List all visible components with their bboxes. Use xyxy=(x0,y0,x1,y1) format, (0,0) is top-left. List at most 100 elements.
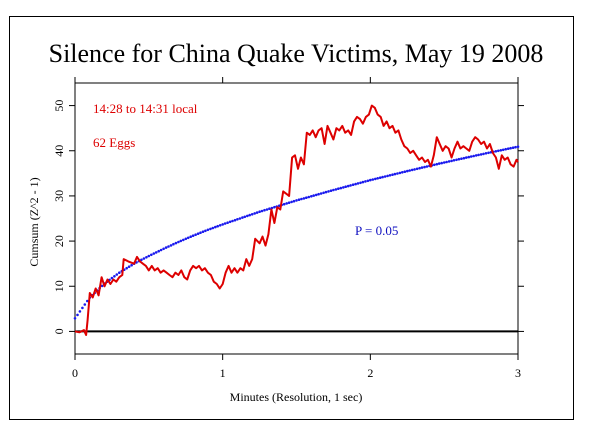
envelope-point xyxy=(241,216,244,219)
envelope-point xyxy=(447,160,451,163)
envelope-point xyxy=(78,310,82,313)
envelope-point xyxy=(509,146,512,150)
envelope-point xyxy=(228,220,232,224)
envelope-point xyxy=(273,205,276,209)
envelope-point xyxy=(150,253,153,257)
envelope-point xyxy=(147,254,151,258)
envelope-point xyxy=(83,303,87,306)
envelope-point xyxy=(223,222,227,225)
envelope-point xyxy=(218,224,222,227)
envelope-point xyxy=(477,153,480,157)
envelope-point xyxy=(130,263,133,267)
envelope-point xyxy=(167,245,170,248)
envelope-point xyxy=(243,215,247,219)
envelope-point xyxy=(442,161,446,164)
envelope-point xyxy=(287,201,291,204)
envelope-point xyxy=(499,149,503,152)
envelope-point xyxy=(209,227,212,231)
envelope-point xyxy=(401,171,404,174)
envelope-point xyxy=(386,174,389,178)
envelope-point xyxy=(199,231,202,234)
envelope-point xyxy=(172,242,175,246)
envelope-point xyxy=(425,165,429,168)
y-tick-label: 0 xyxy=(52,328,66,334)
envelope-point xyxy=(204,229,207,233)
envelope-point xyxy=(184,237,188,241)
envelope-point xyxy=(81,306,84,310)
chart-title: Silence for China Quake Victims, May 19 … xyxy=(49,39,544,68)
y-tick-label: 20 xyxy=(52,235,66,247)
envelope-point xyxy=(391,173,394,176)
envelope-point xyxy=(255,211,259,214)
envelope-point xyxy=(452,159,456,162)
y-tick-label: 10 xyxy=(52,280,66,292)
probability-envelope xyxy=(73,145,520,320)
envelope-point xyxy=(211,226,215,230)
envelope-point xyxy=(501,148,505,152)
envelope-point xyxy=(324,190,328,194)
envelope-point xyxy=(378,176,382,179)
envelope-point xyxy=(159,248,163,252)
envelope-point xyxy=(115,273,119,276)
envelope-point xyxy=(376,177,380,180)
envelope-point xyxy=(118,271,121,275)
x-tick-label: 0 xyxy=(72,366,78,380)
time-window-annotation: 14:28 to 14:31 local xyxy=(93,101,198,116)
envelope-point xyxy=(125,266,128,270)
envelope-point xyxy=(182,238,185,242)
envelope-point xyxy=(396,172,399,175)
envelope-point xyxy=(467,155,471,159)
envelope-point xyxy=(514,145,517,149)
envelope-point xyxy=(406,169,409,173)
envelope-point xyxy=(142,257,146,260)
envelope-point xyxy=(162,247,165,251)
envelope-point xyxy=(479,153,483,156)
envelope-point xyxy=(497,149,500,153)
envelope-point xyxy=(140,258,143,262)
envelope-point xyxy=(86,299,89,303)
envelope-point xyxy=(494,150,498,153)
envelope-point xyxy=(374,177,377,181)
envelope-point xyxy=(359,181,362,185)
envelope-point xyxy=(410,168,414,172)
envelope-point xyxy=(462,156,466,160)
y-tick-label: 30 xyxy=(52,190,66,202)
envelope-point xyxy=(295,199,298,202)
envelope-point xyxy=(506,147,510,150)
envelope-point xyxy=(433,163,436,167)
envelope-point xyxy=(487,151,490,155)
envelope-point xyxy=(157,249,160,253)
envelope-point xyxy=(455,158,458,162)
envelope-point xyxy=(450,159,453,163)
envelope-point xyxy=(152,252,156,255)
x-axis-label: Minutes (Resolution, 1 sec) xyxy=(230,390,363,404)
envelope-point xyxy=(238,217,242,220)
envelope-point xyxy=(329,189,333,192)
x-tick-label: 2 xyxy=(367,366,373,380)
envelope-point xyxy=(314,193,318,197)
envelope-point xyxy=(465,156,468,159)
envelope-point xyxy=(186,236,190,240)
envelope-point xyxy=(285,202,289,205)
envelope-point xyxy=(317,192,320,196)
envelope-point xyxy=(403,170,407,173)
envelope-point xyxy=(177,240,180,244)
envelope-point xyxy=(76,313,79,317)
envelope-point xyxy=(248,213,251,217)
envelope-point xyxy=(423,165,426,169)
envelope-point xyxy=(420,166,424,169)
y-tick-label: 40 xyxy=(52,145,66,157)
envelope-point xyxy=(268,207,271,210)
envelope-point xyxy=(369,178,372,182)
envelope-point xyxy=(346,184,350,188)
envelope-point xyxy=(174,241,178,245)
envelope-point xyxy=(366,179,370,183)
envelope-point xyxy=(457,157,461,161)
envelope-point xyxy=(297,198,301,201)
envelope-point xyxy=(312,194,316,197)
envelope-point xyxy=(339,186,343,190)
plot-area xyxy=(74,82,519,355)
envelope-point xyxy=(145,255,148,259)
envelope-point xyxy=(349,184,352,187)
